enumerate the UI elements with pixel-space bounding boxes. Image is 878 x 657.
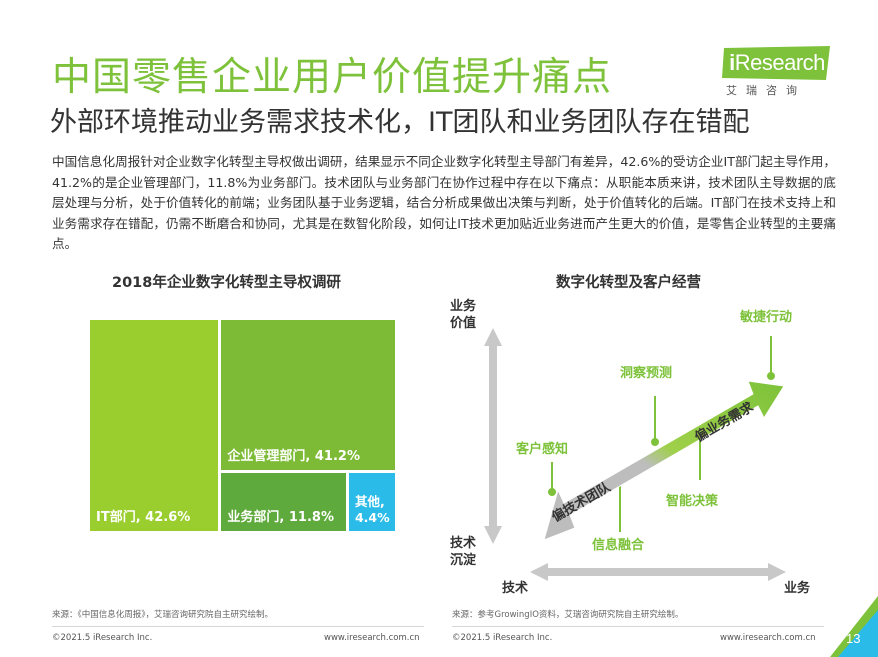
treemap-label-management: 企业管理部门, 41.2% bbox=[227, 448, 360, 464]
treemap-cell-business: 业务部门, 11.8% bbox=[221, 472, 346, 531]
diagram-title: 数字化转型及客户经营 bbox=[556, 275, 701, 291]
arrow-label-business: 偏业务需求 bbox=[692, 399, 757, 446]
y-axis-arrow bbox=[484, 328, 502, 544]
source-right: 来源：参考GrowingIO资料，艾瑞咨询研究院自主研究绘制。 bbox=[452, 610, 684, 620]
x-axis-right-label: 业务 bbox=[784, 581, 811, 596]
divider-right bbox=[452, 626, 824, 627]
diagonal-double-arrow bbox=[543, 380, 785, 541]
footer-site-right: www.iresearch.com.cn bbox=[720, 633, 816, 643]
treemap-title: 2018年企业数字化转型主导权调研 bbox=[112, 275, 341, 291]
treemap-label-it: IT部门, 42.6% bbox=[96, 510, 191, 525]
point-label-insight-prediction: 洞察预测 bbox=[620, 366, 673, 381]
y-axis-top-label: 业务 价值 bbox=[450, 299, 477, 331]
page-subtitle: 外部环境推动业务需求技术化，IT团队和业务团队存在错配 bbox=[50, 107, 750, 138]
y-axis-bottom-label: 技术 沉淀 bbox=[450, 536, 477, 568]
x-axis-left-label: 技术 bbox=[502, 581, 529, 596]
treemap-cell-other: 其他, 4.4% bbox=[348, 472, 395, 531]
treemap-label-other: 其他, 4.4% bbox=[354, 493, 390, 525]
point-label-customer-perception: 客户感知 bbox=[516, 442, 569, 457]
corner-decoration bbox=[830, 596, 878, 657]
iresearch-logo: iResearch 艾瑞咨询 bbox=[722, 44, 834, 97]
transformation-diagram: 偏业务需求 偏技术团队 业务 价值 技术 沉淀 技术 业务 客户感知 信息融合 洞察… bbox=[440, 290, 850, 610]
divider-left bbox=[52, 626, 424, 627]
point-label-agile-action: 敏捷行动 bbox=[740, 310, 793, 325]
x-axis-arrow bbox=[530, 563, 786, 581]
footer-copyright-left: ©2021.5 iResearch Inc. bbox=[52, 633, 153, 643]
footer-copyright-right: ©2021.5 iResearch Inc. bbox=[452, 633, 553, 643]
treemap-cell-it: IT部门, 42.6% bbox=[90, 320, 219, 531]
logo-cn-text: 艾瑞咨询 bbox=[726, 84, 806, 97]
diagram-graphics: 偏业务需求 偏技术团队 bbox=[484, 328, 786, 581]
page-title: 中国零售企业用户价值提升痛点 bbox=[52, 55, 613, 100]
treemap-cell-management: 企业管理部门, 41.2% bbox=[221, 320, 395, 470]
treemap-label-business: 业务部门, 11.8% bbox=[227, 509, 334, 525]
footer-site-left: www.iresearch.com.cn bbox=[324, 633, 420, 643]
point-label-smart-decision: 智能决策 bbox=[666, 494, 719, 509]
intro-paragraph: 中国信息化周报针对企业数字化转型主导权做出调研，结果显示不同企业数字化转型主导部… bbox=[52, 154, 836, 251]
source-left: 来源：《中国信息化周报》，艾瑞咨询研究院自主研究绘制。 bbox=[52, 610, 274, 620]
point-label-info-fusion: 信息融合 bbox=[592, 538, 645, 553]
page-number: 13 bbox=[846, 631, 861, 646]
treemap-chart: IT部门, 42.6% 企业管理部门, 41.2% 业务部门, 11.8% 其他… bbox=[90, 320, 395, 531]
